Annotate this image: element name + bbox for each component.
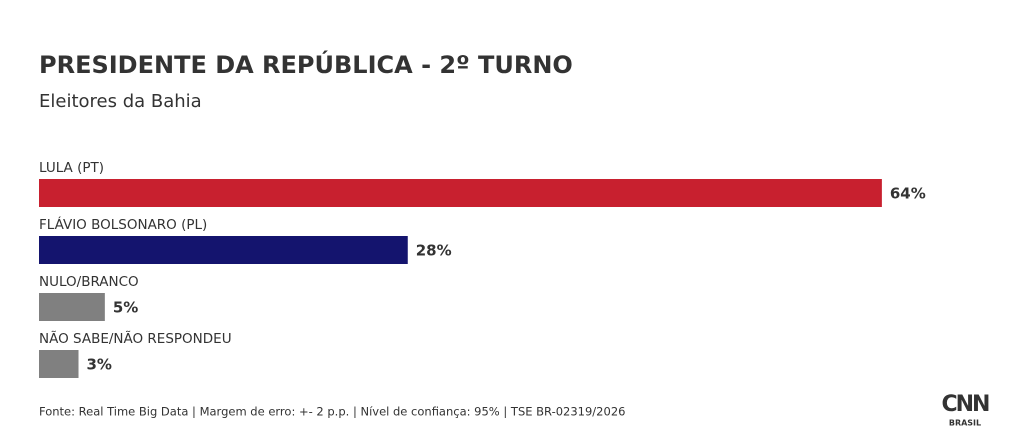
value-label: 64% — [890, 185, 926, 203]
source: Fonte: Real Time Big Data | Margem de er… — [39, 405, 625, 419]
bar — [39, 179, 882, 207]
chart-subtitle: Eleitores da Bahia — [39, 91, 202, 112]
category-label: FLÁVIO BOLSONARO (PL) — [39, 216, 207, 233]
bar — [39, 236, 408, 264]
category-label: LULA (PT) — [39, 160, 104, 176]
value-label: 3% — [87, 356, 112, 374]
category-label: NÃO SABE/NÃO RESPONDEU — [39, 330, 232, 347]
logo-sub: BRASIL — [949, 419, 981, 428]
bar — [39, 350, 79, 378]
category-label: NULO/BRANCO — [39, 274, 139, 290]
value-label: 28% — [416, 242, 452, 260]
logo: CNN — [942, 392, 990, 417]
bar — [39, 293, 105, 321]
value-label: 5% — [113, 299, 138, 317]
chart-title: PRESIDENTE DA REPÚBLICA - 2º TURNO — [39, 49, 573, 79]
